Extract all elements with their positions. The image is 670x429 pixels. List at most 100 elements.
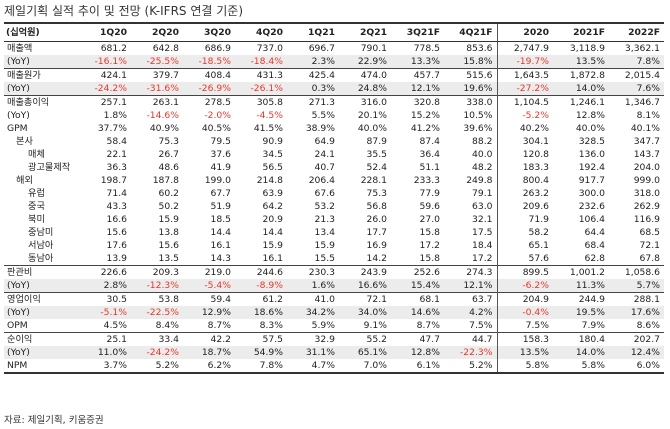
cell-value: 408.4 bbox=[183, 68, 235, 82]
col-header: 3Q20 bbox=[183, 22, 235, 42]
cell-value: 7.8% bbox=[609, 55, 664, 69]
cell-value: 106.4 bbox=[578, 214, 605, 225]
col-header: 4Q20 bbox=[235, 22, 287, 42]
cell-value: 230.3 bbox=[287, 265, 339, 279]
cell-value: 22.1 bbox=[106, 149, 127, 160]
cell-value: -22.5% bbox=[131, 306, 183, 319]
row-label: 북미 bbox=[28, 214, 45, 225]
cell-value: 16.1 bbox=[210, 240, 231, 251]
row-label: (YoY) bbox=[4, 279, 78, 293]
source-note: 자료: 제일기획, 키움증권 bbox=[4, 415, 104, 426]
cell-value: 77.9 bbox=[419, 188, 440, 199]
cell-value: 40.0% bbox=[357, 123, 387, 134]
cell-value: 226.6 bbox=[78, 265, 131, 279]
row-label: 본사 bbox=[16, 136, 33, 147]
table-row: NPM 3.7% 5.2% 6.2% 7.8% 4.7% 7.0% 6.1% 5.2% 5.8% 5… bbox=[4, 359, 664, 374]
cell-value: 10.5% bbox=[463, 110, 493, 121]
row-label: (YoY) bbox=[7, 110, 30, 121]
cell-value: 15.8% bbox=[444, 55, 497, 69]
cell-value: 64.9 bbox=[314, 136, 335, 147]
cell-value: 0.3% bbox=[287, 82, 339, 96]
cell-value: 263.2 bbox=[496, 187, 553, 200]
cell-value: 57.6 bbox=[496, 252, 553, 266]
cell-value: 180.4 bbox=[553, 332, 609, 346]
cell-value: 19.5% bbox=[553, 306, 609, 319]
cell-value: 13.3% bbox=[391, 55, 444, 69]
cell-value: 15.9 bbox=[158, 214, 179, 225]
cell-value: 233.3 bbox=[413, 175, 440, 186]
cell-value: 681.2 bbox=[100, 43, 127, 54]
cell-value: 457.7 bbox=[391, 68, 444, 82]
cell-value: 67.6 bbox=[314, 188, 335, 199]
cell-value: 243.9 bbox=[339, 265, 391, 279]
cell-value: 320.8 bbox=[391, 95, 444, 109]
cell-value: 192.4 bbox=[578, 162, 605, 173]
cell-value: 15.9 bbox=[262, 240, 283, 251]
cell-value: 90.9 bbox=[262, 136, 283, 147]
cell-value: 202.7 bbox=[609, 332, 664, 346]
row-label: (YoY) bbox=[4, 82, 78, 96]
cell-value: 5.9% bbox=[311, 320, 335, 331]
cell-value: 14.4 bbox=[262, 227, 283, 238]
cell-value: 52.4 bbox=[366, 162, 387, 173]
cell-value: 40.0% bbox=[575, 123, 605, 134]
cell-value: 11.0% bbox=[78, 346, 131, 359]
cell-value: 48.2 bbox=[472, 162, 493, 173]
cell-value: 8.7% bbox=[416, 320, 440, 331]
cell-value: 338.0 bbox=[444, 95, 497, 109]
cell-value: 9.1% bbox=[363, 320, 387, 331]
cell-value: 13.5% bbox=[553, 55, 609, 69]
cell-value: 22.9% bbox=[339, 55, 391, 69]
cell-value: 40.5% bbox=[201, 123, 231, 134]
cell-value: 14.0% bbox=[553, 82, 609, 96]
cell-value: 12.4% bbox=[609, 346, 664, 359]
col-header: 3Q21F bbox=[391, 22, 444, 42]
cell-value: -19.7% bbox=[496, 55, 553, 69]
cell-value: 15.6 bbox=[158, 240, 179, 251]
cell-value: -12.3% bbox=[131, 279, 183, 293]
cell-value: 68.5 bbox=[639, 227, 660, 238]
cell-value: -22.3% bbox=[444, 346, 497, 359]
row-label: 매출원가 bbox=[4, 68, 78, 82]
cell-value: 15.5 bbox=[314, 253, 335, 264]
cell-value: 642.8 bbox=[152, 43, 179, 54]
col-header: 2Q20 bbox=[131, 22, 183, 42]
cell-value: 2.3% bbox=[287, 55, 339, 69]
col-header: 2020 bbox=[496, 22, 553, 42]
row-label: OPM bbox=[7, 320, 28, 331]
cell-value: 20.9 bbox=[262, 214, 283, 225]
cell-value: 63.9 bbox=[262, 188, 283, 199]
row-label: NPM bbox=[4, 359, 78, 374]
cell-value: 36.4 bbox=[419, 149, 440, 160]
table-row: 순이익 25.1 33.4 42.2 57.5 32.9 55.2 47.7 44.7 158.3… bbox=[4, 332, 664, 346]
cell-value: 278.5 bbox=[183, 95, 235, 109]
row-label: 광고물제작 bbox=[28, 162, 71, 173]
cell-value: 62.8 bbox=[584, 253, 605, 264]
cell-value: 1,346.7 bbox=[609, 95, 664, 109]
cell-value: 53.8 bbox=[131, 292, 183, 306]
cell-value: -25.5% bbox=[131, 55, 183, 69]
cell-value: 40.2% bbox=[496, 122, 553, 135]
cell-value: 304.1 bbox=[496, 135, 553, 148]
cell-value: 7.5% bbox=[496, 319, 553, 333]
cell-value: 16.6 bbox=[106, 214, 127, 225]
cell-value: 38.9% bbox=[305, 123, 335, 134]
cell-value: -26.1% bbox=[235, 82, 287, 96]
cell-value: 15.2% bbox=[410, 110, 440, 121]
cell-value: 262.9 bbox=[633, 201, 660, 212]
cell-value: 204.0 bbox=[633, 162, 660, 173]
cell-value: 63.0 bbox=[472, 201, 493, 212]
cell-value: 305.8 bbox=[235, 95, 287, 109]
cell-value: 2,015.4 bbox=[609, 68, 664, 82]
cell-value: 40.1% bbox=[630, 123, 660, 134]
cell-value: 58.4 bbox=[106, 136, 127, 147]
cell-value: -24.2% bbox=[78, 82, 131, 96]
cell-value: 263.1 bbox=[131, 95, 183, 109]
table-title: 제일기획 실적 추이 및 전망 (K-IFRS 연결 기준) bbox=[4, 4, 244, 18]
cell-value: 40.7 bbox=[314, 162, 335, 173]
table-row: 영업이익 30.5 53.8 59.4 61.2 41.0 72.1 68.1 63.7 204.… bbox=[4, 292, 664, 306]
cell-value: 288.1 bbox=[609, 292, 664, 306]
col-header: 1Q21 bbox=[287, 22, 339, 42]
cell-value: 474.0 bbox=[339, 68, 391, 82]
cell-value: -4.5% bbox=[256, 110, 283, 121]
